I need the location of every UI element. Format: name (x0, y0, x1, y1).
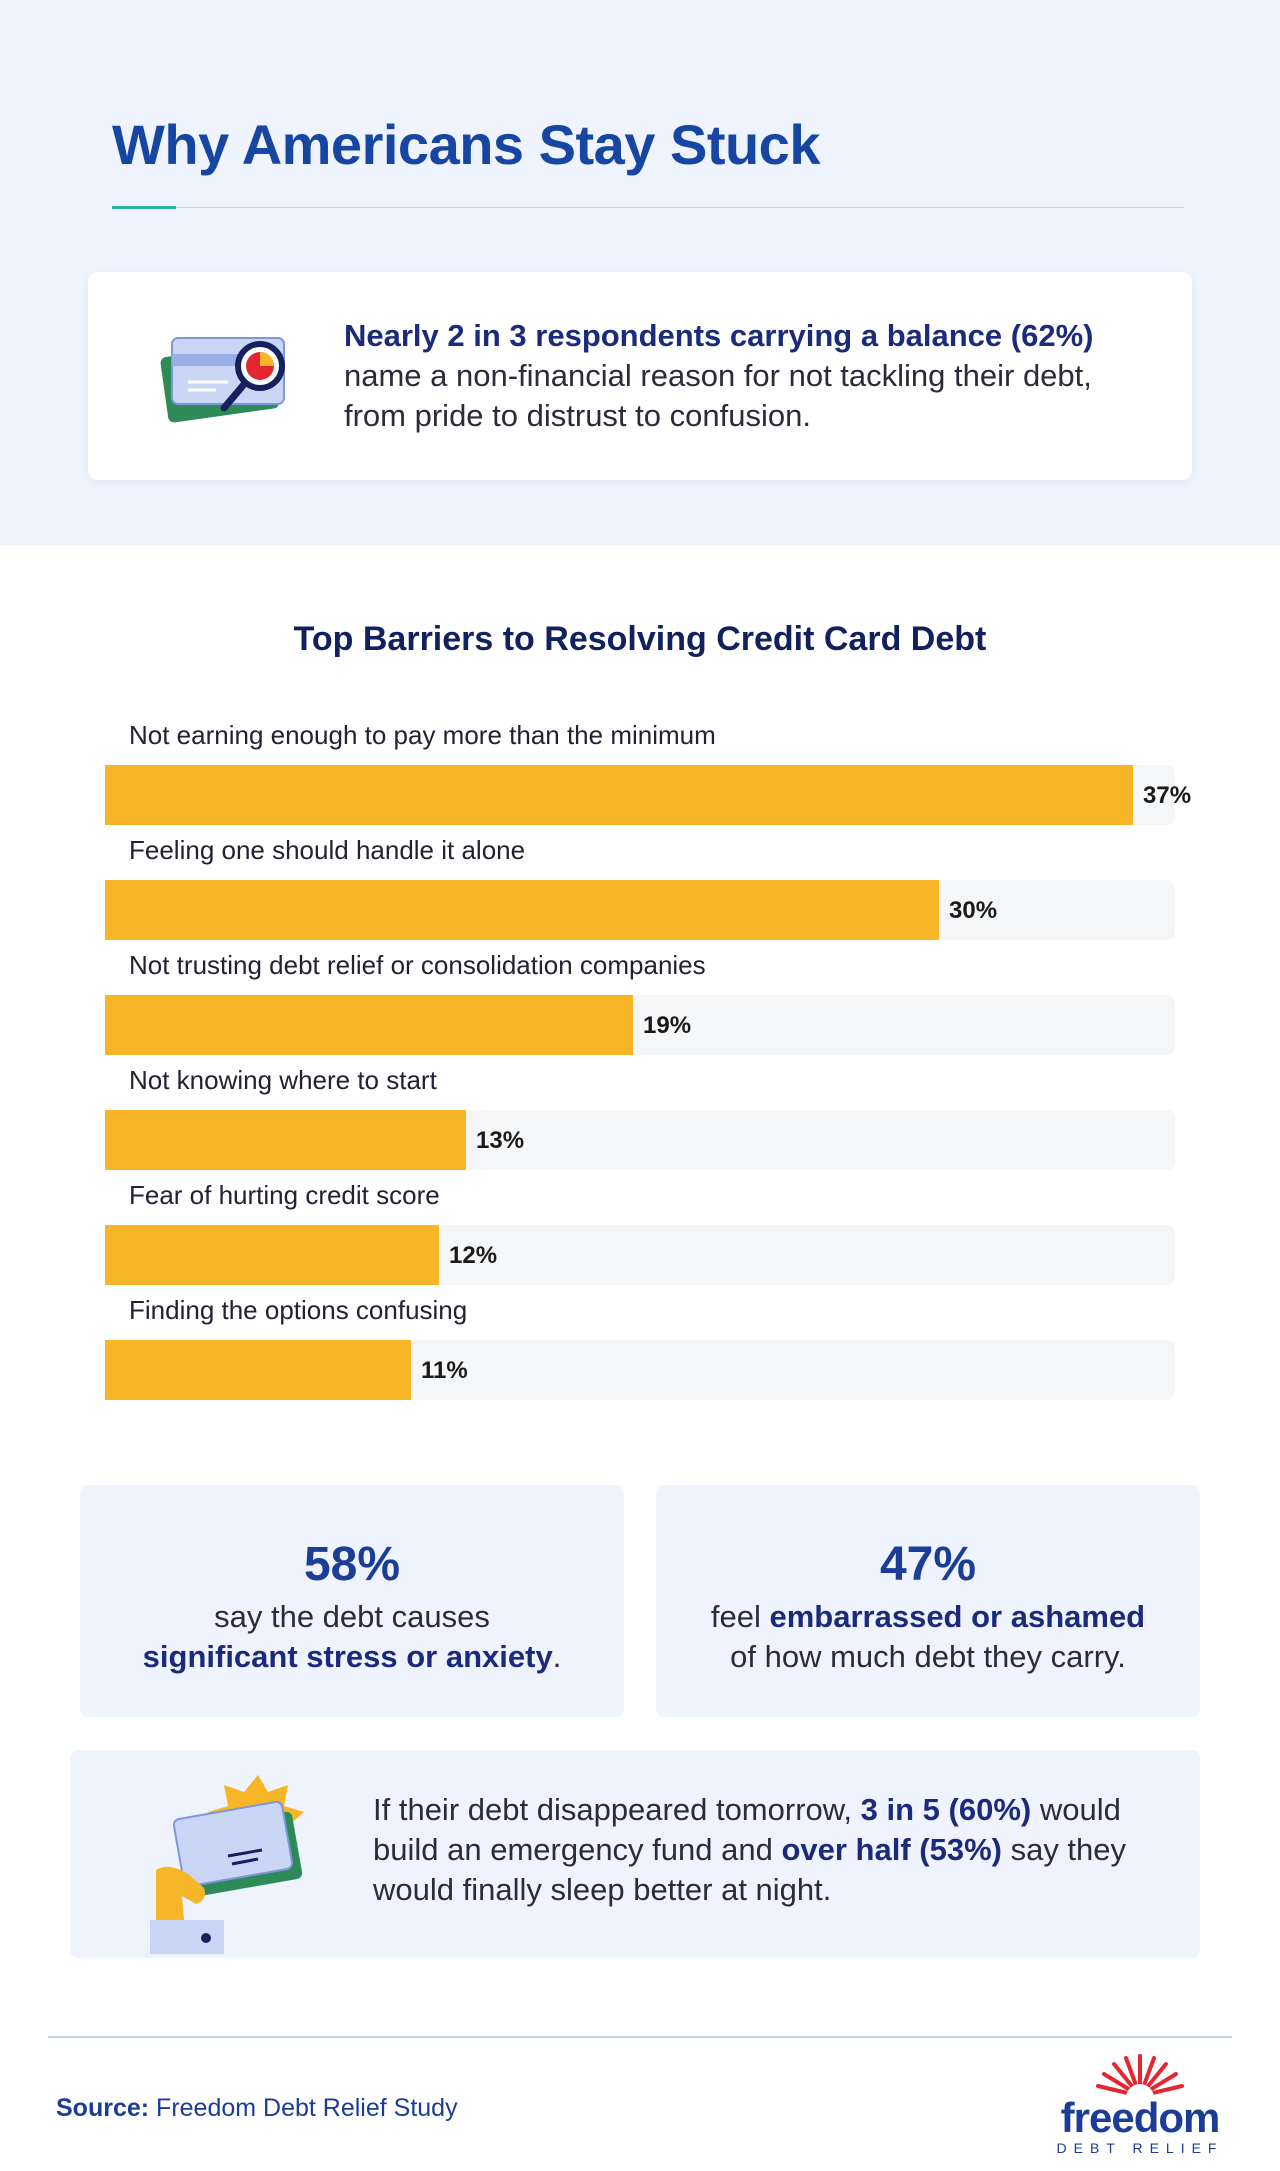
stat-value: 47% (879, 1538, 977, 1591)
bar-value-label: 19% (643, 1012, 692, 1039)
sunburst-icon (1096, 2054, 1184, 2100)
intro-highlight: Nearly 2 in 3 respondents carrying a bal… (344, 318, 1094, 353)
bar-value-label: 37% (1143, 782, 1192, 809)
bar (105, 1225, 439, 1285)
bar-row: Feeling one should handle it alone 30% (105, 835, 1175, 950)
bar-value-label: 13% (476, 1127, 525, 1154)
bar-category-label: Finding the options confusing (129, 1295, 468, 1325)
bar-value-label: 11% (421, 1357, 468, 1384)
freedom-logo: freedom DEBT RELIEF (1040, 2050, 1240, 2156)
outcome-highlight: 3 in 5 (60%) (860, 1792, 1032, 1827)
stat-text: feel (710, 1599, 770, 1634)
bar-row: Finding the options confusing 11% (105, 1295, 1175, 1410)
outcome-text-part: say they would finally sleep better at n… (373, 1832, 1127, 1907)
credit-card-magnifier-icon (160, 337, 285, 423)
page-title: Why Americans Stay Stuck (112, 113, 820, 176)
stat-box-stress: 58% say the debt causes significant stres… (80, 1485, 624, 1717)
title-divider-accent (112, 206, 176, 209)
outcome-card: If their debt disappeared tomorrow, 3 in… (70, 1750, 1200, 1958)
bar-value-label: 12% (449, 1242, 498, 1269)
bar (105, 880, 939, 940)
source-text: Freedom Debt Relief Study (156, 2094, 458, 2122)
outcome-text: If their debt disappeared tomorrow, 3 in… (373, 1790, 1163, 1910)
bar-category-label: Fear of hurting credit score (129, 1180, 440, 1210)
logo-wordmark: freedom (1060, 2094, 1221, 2141)
source-citation: Source: Freedom Debt Relief Study (56, 2094, 458, 2123)
stat-description: say the debt causes significant stress or… (80, 1597, 624, 1677)
bar (105, 995, 633, 1055)
stat-text-end: of how much debt they carry. (730, 1639, 1126, 1674)
stat-box-embarrassed: 47% feel embarrassed or ashamed of how mu… (656, 1485, 1200, 1717)
bar-row: Fear of hurting credit score 12% (105, 1180, 1175, 1295)
bar-category-label: Not knowing where to start (129, 1065, 437, 1095)
bar-row: Not earning enough to pay more than the … (105, 720, 1191, 835)
bar-category-label: Feeling one should handle it alone (129, 835, 526, 865)
intro-card: Nearly 2 in 3 respondents carrying a bal… (88, 272, 1192, 480)
bar-row: Not trusting debt relief or consolidatio… (105, 950, 1175, 1065)
intro-body: name a non-financial reason for not tack… (344, 358, 1092, 433)
bar-category-label: Not trusting debt relief or consolidatio… (129, 950, 706, 980)
bar (105, 1110, 466, 1170)
bar-category-label: Not earning enough to pay more than the … (129, 720, 716, 750)
outcome-text-part: If their debt disappeared tomorrow, (373, 1792, 861, 1827)
stat-value: 58% (303, 1538, 401, 1591)
bar (105, 1340, 411, 1400)
stat-highlight: significant stress or anxiety (142, 1639, 553, 1674)
title-divider (112, 207, 1184, 208)
stat-highlight: embarrassed or ashamed (769, 1599, 1146, 1634)
stat-text: say the debt causes (214, 1599, 490, 1634)
hand-holding-card-icon (150, 1775, 304, 1954)
chart-title: Top Barriers to Resolving Credit Card De… (293, 620, 987, 658)
outcome-highlight: over half (53%) (781, 1832, 1002, 1867)
stat-text-end: . (552, 1639, 562, 1674)
bar-chart: Not earning enough to pay more than the … (105, 720, 1191, 1410)
bar (105, 765, 1133, 825)
bar-row: Not knowing where to start 13% (105, 1065, 1175, 1180)
outcome-text-part: would build an emergency fund and (373, 1792, 1121, 1867)
logo-subtitle: DEBT RELIEF (1056, 2140, 1224, 2156)
footer-divider (48, 2036, 1232, 2038)
stat-description: feel embarrassed or ashamed of how much d… (656, 1597, 1200, 1677)
bar-value-label: 30% (949, 897, 998, 924)
source-label: Source: (56, 2094, 150, 2122)
intro-text: Nearly 2 in 3 respondents carrying a bal… (344, 316, 1144, 436)
